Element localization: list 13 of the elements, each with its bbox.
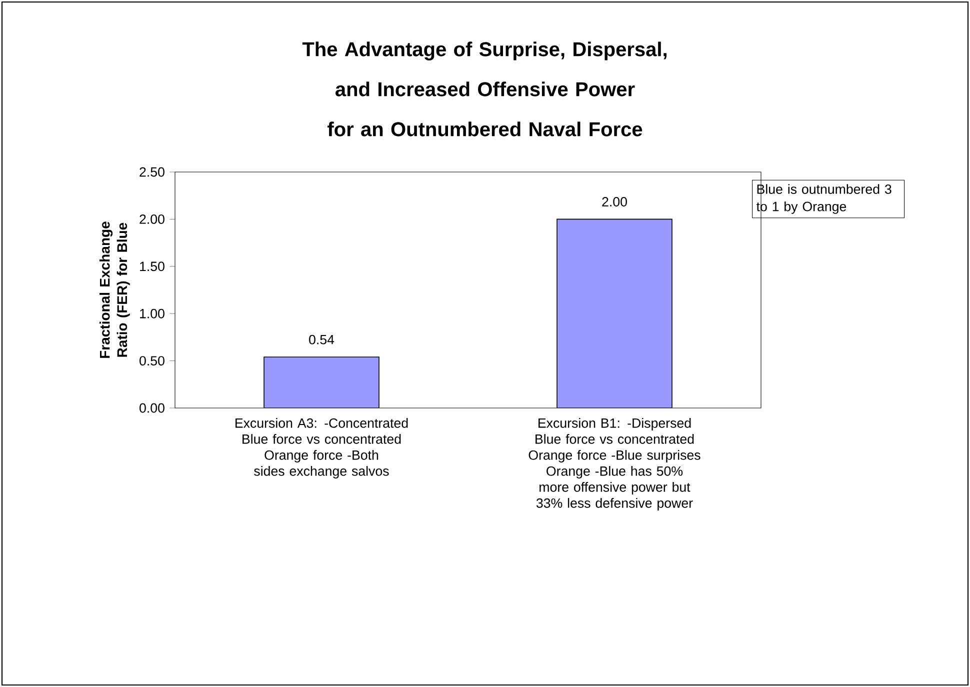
data-label: 0.54	[309, 334, 334, 344]
x-tick-label: Excursion B1: -Dispersed Blue force vs concentrated Orange force -Blue surprises Orange -Blue has 50% more offensive power but 33% less defensive power	[528, 418, 700, 510]
y-tick-label: 1.00	[140, 308, 164, 318]
y-tick-label: 0.50	[140, 356, 164, 366]
x-tick-label: Excursion A3: -Concentrated Blue force vs concentrated Orange force -Both sides exchange salvos	[236, 418, 408, 478]
y-tick-label: 2.00	[140, 214, 164, 224]
y-tick-label: 1.50	[140, 262, 164, 272]
chart-title: The Advantage of Surprise, Dispersal, and Increased Offensive Power for an Outnumbered Naval Force	[302, 42, 666, 136]
y-tick-label: 2.50	[140, 167, 164, 177]
data-label: 2.00	[602, 197, 627, 206]
y-axis-title: Fractional Exchange Ratio (FER) for Blue	[99, 222, 130, 358]
y-tick-label: 0.00	[140, 403, 164, 413]
annotation: Blue is outnumbered 3 to 1 by Orange	[756, 184, 892, 214]
